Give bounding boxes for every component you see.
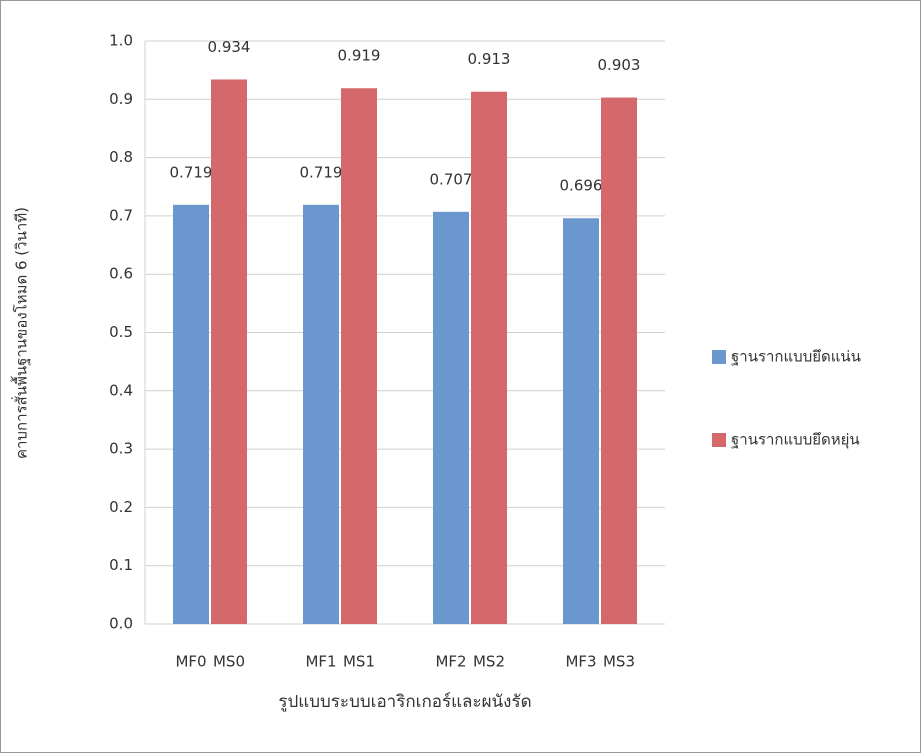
legend-label: ฐานรากแบบยึดหยุ่น <box>731 431 860 450</box>
value-label: 0.934 <box>208 38 251 56</box>
value-label: 0.719 <box>170 163 213 181</box>
x-tick-label: MF0 <box>175 653 206 671</box>
x-tick-label: MF1 <box>305 653 336 671</box>
bar <box>601 97 637 624</box>
y-tick-label: 0.0 <box>109 615 133 633</box>
y-tick-label: 0.6 <box>109 265 133 283</box>
legend-swatch <box>712 433 726 447</box>
value-label: 0.913 <box>468 50 511 68</box>
y-tick-label: 0.4 <box>109 381 133 399</box>
y-tick-label: 0.3 <box>109 440 133 458</box>
x-tick-label: MS0 <box>213 653 245 671</box>
y-axis-title: คาบการสั่นพื้นฐานของโหมด 6 (วินาที) <box>11 207 31 459</box>
bar <box>433 211 469 624</box>
bar <box>303 204 339 624</box>
y-tick-label: 0.5 <box>109 323 133 341</box>
value-label: 0.696 <box>560 177 603 195</box>
bar <box>211 79 247 624</box>
x-tick-label: MS3 <box>603 653 635 671</box>
y-tick-label: 0.8 <box>109 148 133 166</box>
x-tick-label: MS1 <box>343 653 375 671</box>
bar <box>563 218 599 624</box>
value-label: 0.719 <box>300 163 343 181</box>
bar <box>471 91 507 624</box>
y-tick-label: 0.2 <box>109 498 133 516</box>
y-tick-label: 0.1 <box>109 556 133 574</box>
y-tick-label: 0.9 <box>109 90 133 108</box>
bar <box>173 204 209 624</box>
x-axis-title: รูปแบบระบบเอาริกเกอร์และผนังรัด <box>278 692 531 712</box>
legend-label: ฐานรากแบบยึดแน่น <box>731 348 861 366</box>
value-label: 0.707 <box>430 170 473 188</box>
x-tick-label: MF2 <box>435 653 466 671</box>
value-label: 0.903 <box>598 56 641 74</box>
value-label: 0.919 <box>338 47 381 65</box>
bar <box>341 88 377 624</box>
x-tick-label: MS2 <box>473 653 505 671</box>
legend-swatch <box>712 350 726 364</box>
y-tick-label: 0.7 <box>109 206 133 224</box>
y-tick-label: 1.0 <box>109 32 133 50</box>
x-tick-label: MF3 <box>565 653 596 671</box>
